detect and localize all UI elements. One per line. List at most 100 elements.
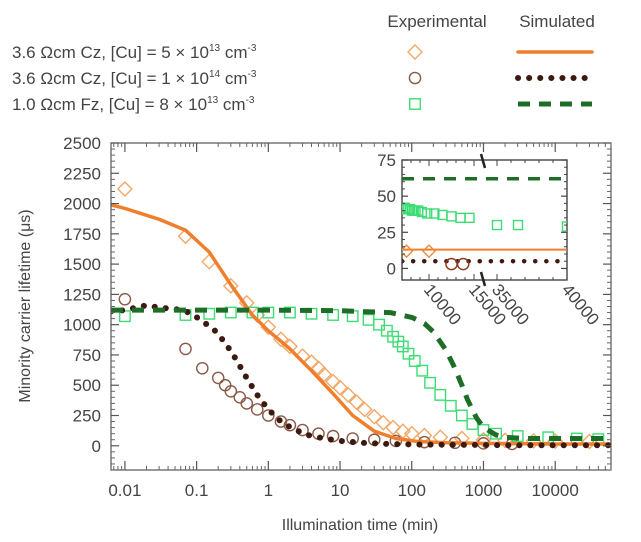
legend-label-cz-1e14: 3.6 Ωcm Cz, [Cu] = 1 × 1014 cm-3 [12,69,257,88]
data-point [118,292,132,306]
x-axis-label: Illumination time (min) [282,517,438,534]
x-tick-label: 0.1 [185,481,209,500]
y-tick-label: 1750 [63,225,101,244]
legend-label-sup: 14 [209,69,221,80]
inset-data-point [422,208,433,219]
inset-data-point [512,219,524,231]
data-point [340,386,357,403]
inset-data-point [561,221,567,232]
data-point [348,394,365,411]
series-simulated-line-2 [111,307,611,441]
data-point [466,418,479,430]
data-point [434,388,447,401]
data-point [373,318,386,331]
data-point [316,366,333,383]
data-point [380,324,393,337]
legend-marker-diamond [407,44,423,60]
legend-label-unit: cm [218,95,245,114]
data-point [233,391,247,404]
data-point [240,397,254,410]
legend-label-pre: 3.6 Ωcm Cz, [Cu] = 1 × 10 [12,69,209,88]
data-point [195,361,209,375]
x-tick-label: 10 [331,481,350,500]
data-point [366,408,383,425]
y-tick-label: 1500 [63,255,101,274]
y-tick-label: 2250 [63,164,101,183]
data-point [362,313,375,326]
inset-data-point [402,244,414,259]
inset-data-point [416,206,427,218]
y-tick-label: 2000 [63,195,101,214]
data-point [116,181,133,198]
data-point [262,409,275,422]
legend-marker-square [409,98,421,110]
data-point [455,409,468,422]
legend-label-cz-5e13: 3.6 Ωcm Cz, [Cu] = 5 × 1013 cm-3 [12,43,257,62]
legend-header-simulated: Simulated [519,12,595,31]
inset-data-point [422,244,436,259]
series-simulated-line-1 [111,302,611,449]
legend-symbols [407,44,595,110]
inset-data-point [456,257,470,271]
inset-data-point [491,219,503,231]
x-tick-label: 1 [264,481,273,500]
inset-axis-break-top [479,153,487,169]
x-tick-label: 100 [398,481,426,500]
inset-y-tick-label: 75 [377,151,396,170]
series-simulated-line-0 [111,203,611,446]
inset-data-point [464,212,475,224]
data-point [402,347,415,360]
inset-data-point [404,203,416,215]
legend-label-unit: cm [220,43,247,62]
data-point [375,414,392,431]
data-point [385,419,402,436]
legend-label-fz-8e13: 1.0 Ωcm Fz, [Cu] = 8 × 1013 cm-3 [12,95,255,114]
data-point [224,384,238,398]
data-point [203,307,216,320]
data-point [424,376,437,389]
data-point [356,401,373,418]
inset-axis-break-bottom [479,271,487,287]
y-tick-label: 1250 [63,285,101,304]
y-tick-label: 500 [73,376,101,395]
x-tick-label: 0.01 [108,481,141,500]
inset-x-tick-label: 40000 [558,280,603,328]
y-axis-label: Minority carrier lifetime (μs) [17,209,34,402]
inset-y-tick-label: 0 [387,259,396,278]
x-tick-label: 1000 [465,481,503,500]
inset-y-tick-label: 25 [377,223,396,242]
y-tick-label: 0 [92,437,101,456]
data-point [475,431,492,448]
data-point [444,399,457,412]
legend-label-pre: 3.6 Ωcm Cz, [Cu] = 5 × 10 [12,43,209,62]
legend-label-sup: -3 [247,43,256,54]
data-point [332,379,349,396]
y-tick-label: 1000 [63,316,101,335]
legend-label-sup: -3 [246,95,255,106]
legend: Experimental Simulated 3.6 Ωcm Cz, [Cu] … [12,12,595,114]
legend-label-sup: 13 [209,43,221,54]
x-tick-label: 10000 [532,481,579,500]
data-point [416,364,429,377]
inset-plot-area [402,177,567,271]
legend-label-pre: 1.0 Ωcm Fz, [Cu] = 8 × 10 [12,95,207,114]
data-point [327,309,340,321]
inset-x-tick-label: 10000 [420,280,465,328]
data-point [326,429,340,443]
plot-area [111,181,611,451]
data-point [408,355,421,367]
data-point [283,418,297,432]
data-point [211,371,225,385]
legend-label-sup: -3 [247,69,256,80]
data-point [250,403,264,416]
legend-header-experimental: Experimental [387,12,486,31]
main-plot: 025050075010001250150017502000225025000.… [63,134,612,500]
legend-label-sup: 13 [207,95,219,106]
legend-label-unit: cm [220,69,247,88]
y-tick-label: 250 [73,407,101,426]
inset-data-point [429,208,440,219]
legend-marker-circle [408,71,422,85]
data-point [222,277,239,294]
